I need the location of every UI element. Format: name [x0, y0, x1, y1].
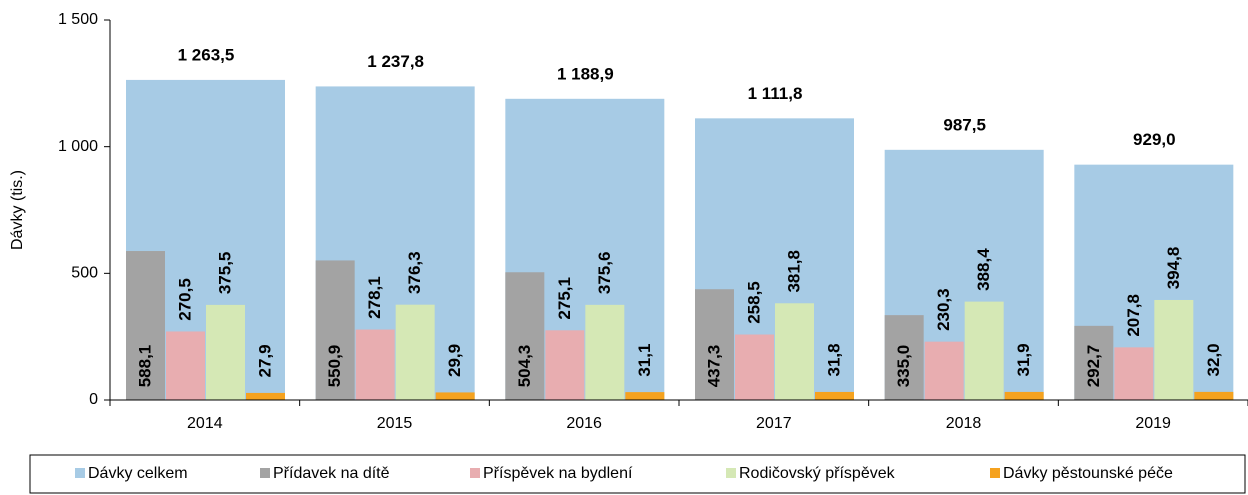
- value-label: 388,4: [974, 248, 993, 291]
- value-label: 1 263,5: [178, 45, 235, 64]
- value-label: 987,5: [943, 115, 986, 134]
- bar: [1194, 391, 1234, 400]
- bar: [695, 289, 734, 400]
- value-label: 375,5: [215, 252, 234, 295]
- bar: [206, 304, 245, 400]
- legend-label: Příspěvek na bydlení: [483, 465, 633, 482]
- x-tick-label: 2018: [946, 415, 982, 432]
- bar: [246, 392, 285, 400]
- legend-swatch: [75, 468, 85, 478]
- y-tick-label: 500: [71, 265, 98, 282]
- value-label: 31,8: [824, 343, 843, 376]
- legend-label: Rodičovský příspěvek: [739, 465, 896, 482]
- bar: [126, 251, 165, 400]
- value-label: 270,5: [175, 278, 194, 321]
- bar: [964, 301, 1004, 400]
- x-tick-label: 2015: [377, 415, 413, 432]
- bar: [166, 331, 205, 400]
- value-label: 550,9: [325, 345, 344, 388]
- y-tick-label: 1 500: [58, 11, 98, 28]
- bar: [315, 260, 355, 400]
- x-tick-label: 2019: [1135, 415, 1171, 432]
- value-label: 207,8: [1124, 294, 1143, 337]
- value-label: 27,9: [255, 344, 274, 377]
- bar: [505, 272, 545, 400]
- value-label: 335,0: [894, 345, 913, 388]
- value-label: 1 111,8: [748, 84, 803, 103]
- y-tick-label: 1 000: [58, 138, 98, 155]
- value-label: 31,1: [635, 344, 654, 377]
- value-label: 31,9: [1014, 343, 1033, 376]
- value-label: 437,3: [704, 345, 723, 388]
- legend-label: Dávky celkem: [88, 465, 188, 482]
- bar: [735, 334, 774, 400]
- value-label: 278,1: [365, 276, 384, 319]
- value-label: 32,0: [1204, 343, 1223, 376]
- value-label: 1 188,9: [557, 64, 614, 83]
- value-label: 258,5: [744, 281, 763, 324]
- legend-swatch: [470, 468, 480, 478]
- bar: [924, 341, 964, 400]
- bar: [1004, 391, 1044, 400]
- value-label: 230,3: [934, 288, 953, 331]
- x-tick-label: 2014: [187, 415, 223, 432]
- x-tick-label: 2017: [756, 415, 792, 432]
- bar: [884, 315, 924, 400]
- value-label: 375,6: [595, 252, 614, 295]
- bar: [435, 392, 475, 400]
- bar: [395, 304, 435, 400]
- legend-swatch: [726, 468, 736, 478]
- bar: [1074, 325, 1114, 400]
- legend-label: Dávky pěstounské péče: [1003, 465, 1173, 482]
- value-label: 929,0: [1133, 130, 1176, 149]
- value-label: 29,9: [445, 344, 464, 377]
- bar: [815, 391, 854, 400]
- bar: [585, 304, 625, 400]
- value-label: 588,1: [135, 345, 154, 388]
- bar: [355, 329, 395, 400]
- y-tick-label: 0: [89, 391, 98, 408]
- legend-label: Přídavek na dítě: [273, 465, 390, 482]
- bar: [545, 330, 585, 400]
- bar: [1114, 347, 1154, 400]
- bar: [775, 303, 814, 400]
- value-label: 292,7: [1084, 345, 1103, 388]
- x-tick-label: 2016: [566, 415, 602, 432]
- y-axis-label: Dávky (tis.): [9, 170, 26, 250]
- value-label: 381,8: [784, 250, 803, 293]
- legend-swatch: [990, 468, 1000, 478]
- legend-swatch: [260, 468, 270, 478]
- value-label: 394,8: [1164, 247, 1183, 290]
- value-label: 376,3: [405, 251, 424, 294]
- value-label: 275,1: [555, 277, 574, 320]
- legend-box: [29, 454, 1246, 494]
- value-label: 504,3: [515, 345, 534, 388]
- bar: [1154, 299, 1194, 400]
- value-label: 1 237,8: [367, 52, 424, 71]
- bar: [625, 392, 665, 400]
